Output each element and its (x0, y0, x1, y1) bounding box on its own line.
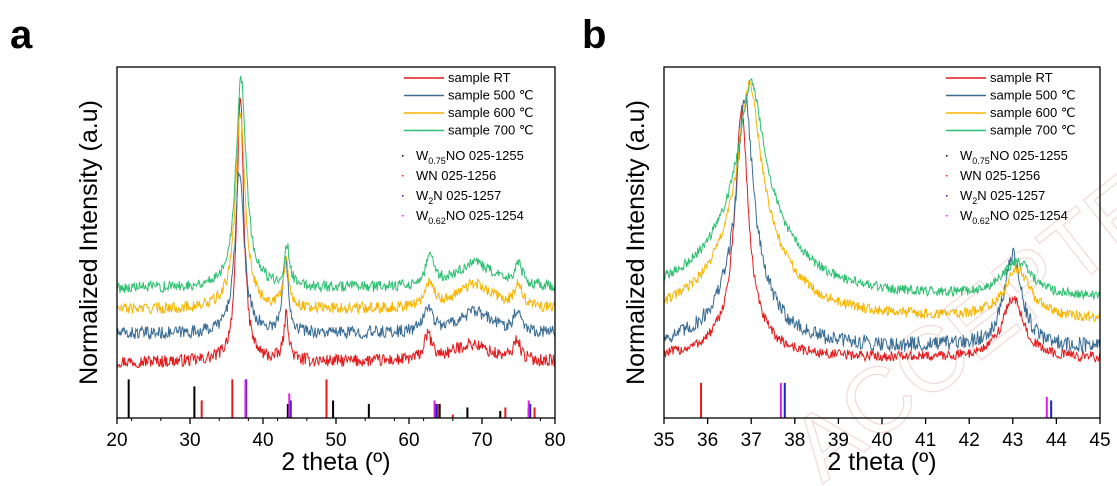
reference-legend-label: W2N 025-1257 (960, 188, 1045, 206)
series-line (663, 79, 1101, 323)
legend-marker (946, 195, 948, 197)
x-tick-label: 20 (106, 430, 127, 451)
x-axis-title: 2 theta (º) (281, 448, 390, 476)
reference-legend-label: W0.75NO 025-1255 (416, 148, 524, 166)
x-tick-label: 43 (1002, 430, 1023, 451)
x-tick-label: 80 (544, 430, 565, 451)
panel-b: b 35 36 37 38 39 40 41 42 43 44 45 2 theta (º) Normal… (582, 13, 1111, 476)
reference-legend-label: WN 025-1256 (960, 168, 1040, 183)
legend-label: sample 700 ℃ (448, 123, 533, 138)
x-tick-label: 42 (959, 430, 980, 451)
x-tick-label: 38 (784, 430, 805, 451)
x-tick-label: 30 (179, 430, 200, 451)
series-line (663, 77, 1101, 300)
x-tick-label: 37 (741, 430, 762, 451)
x-tick-label: 36 (697, 430, 718, 451)
series-line (116, 75, 556, 294)
reference-legend-label: W0.62NO 025-1254 (416, 208, 524, 226)
reference-legend-label: WN 025-1256 (416, 168, 496, 183)
panel-letter: a (10, 13, 33, 57)
x-tick-label: 44 (1046, 430, 1068, 451)
legend-marker (946, 155, 948, 157)
reference-legend-label: W2N 025-1257 (416, 188, 501, 206)
legend-marker (402, 195, 404, 197)
panel-letter: b (582, 13, 606, 57)
x-axis-title: 2 theta (º) (827, 448, 936, 476)
series-line (116, 172, 556, 341)
y-axis-title: Normalized Intensity (a.u) (622, 100, 650, 385)
series-line (116, 112, 556, 315)
legend-label: sample 600 ℃ (448, 105, 533, 120)
reference-legend-label: W0.62NO 025-1254 (960, 208, 1068, 226)
legend-marker (946, 215, 948, 217)
legend-label: sample 600 ℃ (990, 105, 1075, 120)
x-tick-label: 40 (252, 430, 273, 451)
legend-label: sample RT (448, 70, 511, 85)
x-tick-label: 40 (871, 430, 892, 451)
legend-marker (946, 175, 948, 177)
y-axis-title: Normalized Intensity (a.u) (75, 100, 103, 385)
legend-marker (402, 215, 404, 217)
legend-marker (402, 175, 404, 177)
legend-marker (402, 155, 404, 157)
legend-label: sample 500 ℃ (990, 88, 1075, 103)
x-tick-label: 35 (653, 430, 674, 451)
x-tick-label: 45 (1089, 430, 1110, 451)
panel-a: a 20 30 40 50 60 70 80 2 theta (º) Normalized Int… (10, 13, 566, 476)
x-tick-label: 39 (828, 430, 849, 451)
x-tick-label: 50 (325, 430, 346, 451)
reference-legend-label: W0.75NO 025-1255 (960, 148, 1068, 166)
legend-label: sample 700 ℃ (990, 123, 1075, 138)
x-tick-label: 41 (915, 430, 936, 451)
legend-label: sample RT (990, 70, 1053, 85)
series-line (116, 97, 556, 369)
series-line (663, 93, 1101, 354)
legend-label: sample 500 ℃ (448, 88, 533, 103)
x-tick-label: 70 (471, 430, 492, 451)
x-tick-label: 60 (398, 430, 419, 451)
